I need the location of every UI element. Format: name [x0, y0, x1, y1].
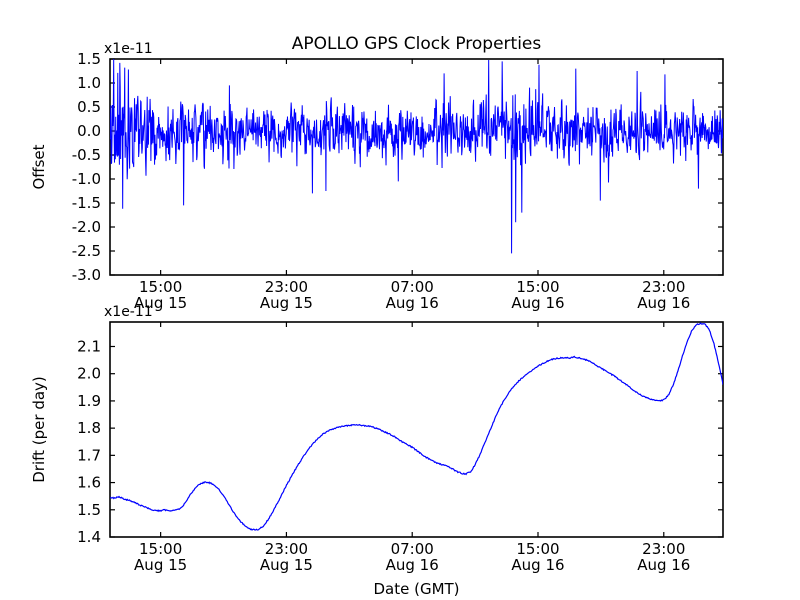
drift-plot-xtick-label-date: Aug 15: [134, 556, 187, 574]
drift-plot-ytick-label: 1.8: [77, 419, 101, 437]
plot-title: APOLLO GPS Clock Properties: [292, 34, 542, 54]
offset-plot-xtick-label-date: Aug 16: [386, 294, 439, 312]
drift-plot-ylabel: Drift (per day): [30, 376, 48, 483]
drift-plot-xtick-label-time: 07:00: [391, 540, 434, 558]
offset-plot-xtick-label-date: Aug 16: [637, 294, 690, 312]
drift-plot-frame: [109, 321, 724, 538]
offset-plot-xtick-label-time: 07:00: [391, 278, 434, 296]
drift-plot-xtick-label-time: 15:00: [516, 540, 559, 558]
offset-data-line: [110, 59, 723, 254]
drift-plot-xtick-label-date: Aug 16: [637, 556, 690, 574]
offset-plot-xtick-label-date: Aug 15: [134, 294, 187, 312]
drift-plot-xtick-label-time: 23:00: [265, 540, 308, 558]
offset-plot-ytick-label: -3.0: [72, 266, 101, 284]
drift-plot-ytick-label: 1.4: [77, 528, 101, 546]
offset-plot-ytick-label: -0.5: [72, 146, 101, 164]
drift-plot-ytick-label: 1.5: [77, 501, 101, 519]
offset-plot-frame: [109, 58, 724, 276]
drift-plot-xtick-label-date: Aug 15: [260, 556, 313, 574]
offset-plot-ytick-label: -1.5: [72, 194, 101, 212]
offset-plot-ytick-label: 1.0: [77, 74, 101, 92]
offset-plot-xtick-label-date: Aug 16: [511, 294, 564, 312]
offset-plot-ytick-label: 1.5: [77, 50, 101, 68]
drift-plot-ytick-label: 1.6: [77, 474, 101, 492]
drift-plot-xtick-label-time: 23:00: [642, 540, 685, 558]
offset-plot-ytick-label: 0.0: [77, 122, 101, 140]
offset-plot-xtick-label-time: 23:00: [642, 278, 685, 296]
drift-plot-xtick-label-time: 15:00: [139, 540, 182, 558]
offset-plot-ytick-label: -2.0: [72, 218, 101, 236]
drift-plot-ytick-label: 2.1: [77, 337, 101, 355]
drift-plot-ytick-label: 2.0: [77, 365, 101, 383]
drift-plot-ytick-label: 1.9: [77, 392, 101, 410]
offset-plot-ylabel: Offset: [30, 144, 48, 189]
drift-plot-xtick-label-date: Aug 16: [386, 556, 439, 574]
offset-plot-axes: 1.5 1.0 0.5 0.0 -0.5 -1.0 -1.5 -2.0 -2.5 -3.0 15:0…: [30, 34, 724, 312]
offset-plot-y-exponent-label: x1e-11: [104, 41, 153, 57]
offset-plot-xtick-label-time: 23:00: [265, 278, 308, 296]
offset-plot-ytick-label: 0.5: [77, 98, 101, 116]
drift-plot-y-exponent-label: x1e-11: [104, 304, 153, 320]
offset-plot-xtick-label-time: 15:00: [516, 278, 559, 296]
offset-plot-ytick-label: -2.5: [72, 242, 101, 260]
drift-plot-ytick-label: 1.7: [77, 446, 101, 464]
offset-plot-xtick-label-date: Aug 15: [260, 294, 313, 312]
offset-plot-ytick-label: -1.0: [72, 170, 101, 188]
drift-plot-xlabel: Date (GMT): [373, 580, 459, 598]
offset-plot-xtick-label-time: 15:00: [139, 278, 182, 296]
drift-plot-xtick-label-date: Aug 16: [511, 556, 564, 574]
drift-data-line: [110, 322, 723, 531]
